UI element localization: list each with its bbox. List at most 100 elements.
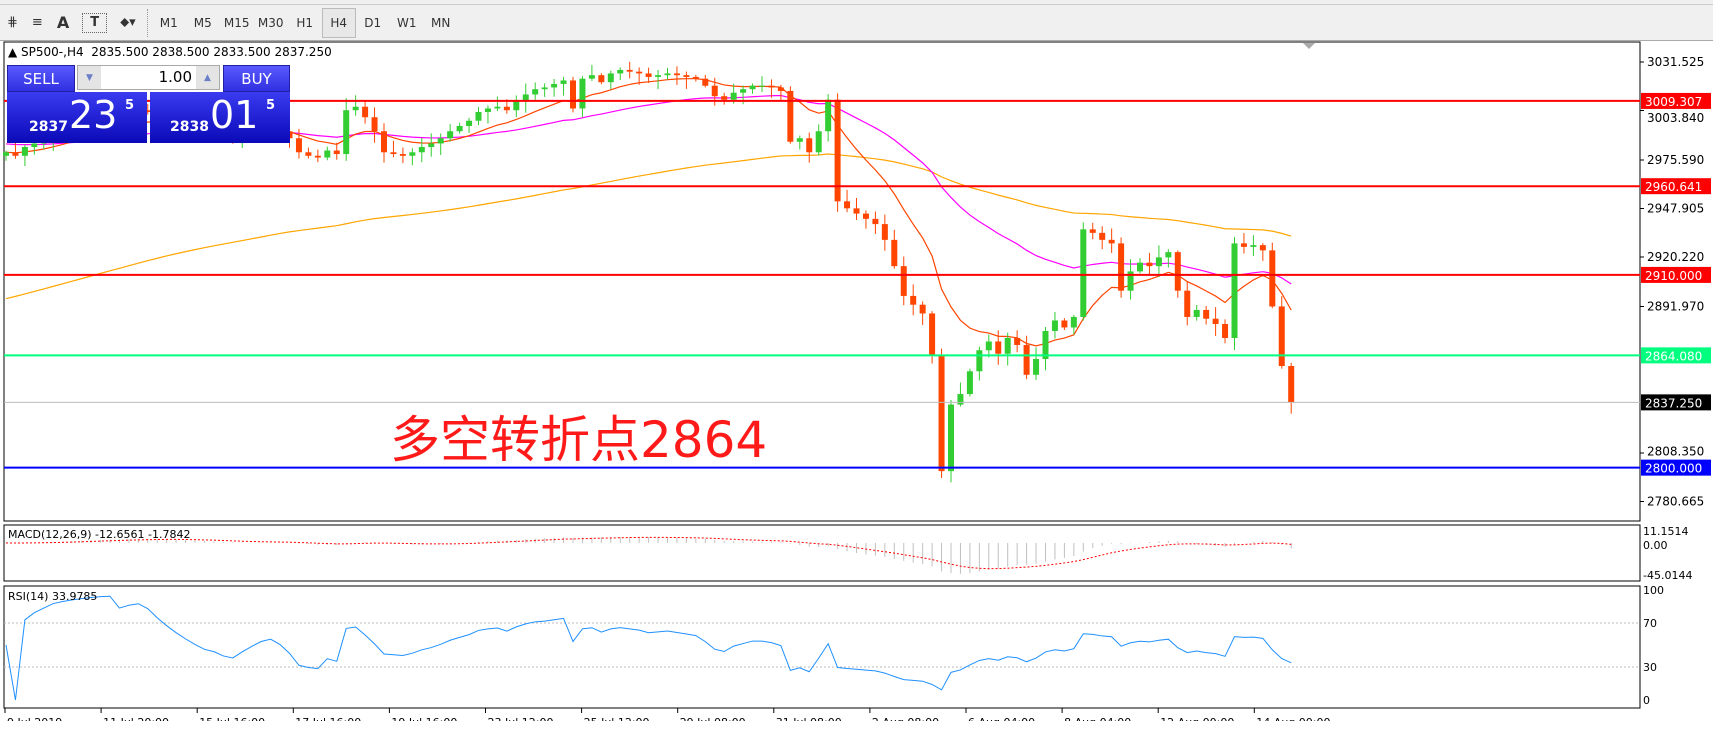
price-chart[interactable]: 3031.525 3003.840 2975.590 2947.905 2920.220… [3,41,1713,721]
candle [532,82,539,100]
candle-body [418,147,425,153]
candle-body [541,87,548,90]
volume-input[interactable]: 1.00 [158,68,192,86]
candle [598,73,605,85]
candle-body [598,75,605,83]
level-price-badge [1641,266,1711,283]
candle [995,330,1002,365]
candle-body [532,89,539,95]
candle-body [948,404,954,472]
candle-body [938,355,945,472]
chart-annotation[interactable]: 多空转折点2864 [390,411,768,469]
level-price-label: 2960.641 [1645,180,1702,194]
candle-body [929,313,936,356]
rsi-tick-label: 70 [1643,617,1657,630]
candle [1080,222,1087,321]
level-price-label: 2910.000 [1645,269,1702,283]
candle [437,133,444,156]
elliott-wave-tool-icon[interactable]: ⋕ [7,15,18,30]
candle-body [324,150,331,158]
candle-body [381,131,387,153]
candle-body [683,75,690,77]
candle-body [475,111,482,121]
candle [957,382,964,407]
candle-body [466,120,473,126]
price-tick-label: 2920.220 [1647,250,1704,264]
candle-body [910,295,917,305]
candle [1184,281,1191,326]
candle [1193,304,1200,321]
candle-body [1061,320,1068,328]
candle-body [862,213,869,219]
timeframe-m15[interactable]: M15 [223,15,250,30]
candle [588,64,595,81]
candle-body [1023,344,1030,375]
candle-body [1089,229,1096,233]
candle [948,400,954,483]
candle-body [872,218,879,225]
timeframe-h4[interactable]: H4 [321,7,356,38]
candle [314,149,321,163]
date-tick-label: 25 Jul 12:00 [584,716,650,721]
timeframe-m1[interactable]: M1 [159,15,178,30]
candle [891,229,898,269]
candle [447,124,454,142]
timeframe-m30[interactable]: M30 [257,15,284,30]
candle [12,140,19,159]
date-tick-label: 14 Aug 00:00 [1256,716,1330,721]
timeframe-d1[interactable]: D1 [364,15,382,30]
buy-price-fraction: 5 [266,98,276,113]
candle [324,146,331,161]
candle [551,78,558,97]
text-label-tool-icon[interactable]: T [82,12,108,33]
sell-button[interactable]: SELL [7,65,75,92]
timeframe-h1[interactable]: H1 [296,15,314,30]
candle-body [777,87,784,91]
candle-body [371,117,378,132]
candle [1278,296,1285,369]
candle [305,147,312,159]
candle-body [617,69,624,74]
candle-body [31,143,38,148]
candle-body [673,73,680,76]
one-click-trading-panel: SELL ▼ 1.00 ▲ BUY 2837 23 5 2838 01 5 [7,65,290,143]
timeframe-buttons: M1 M5 M15 M30 H1 H4 D1 W1 MN [152,7,458,38]
candle [862,210,869,229]
level-price-badge [1641,92,1711,109]
candle [1070,314,1077,335]
rsi-pane-frame [3,585,1641,709]
level-price-badge [1641,178,1711,195]
candle [645,67,652,83]
candle [1288,362,1295,414]
text-tool-icon[interactable]: A [56,13,70,32]
candle-body [3,152,9,156]
candle [381,123,387,163]
collapse-triangle-icon[interactable]: ▲ [8,45,22,59]
arrows-tool-icon[interactable]: ⬥▾ [120,15,136,30]
volume-stepper[interactable]: ▼ 1.00 ▲ [77,65,220,90]
buy-button[interactable]: BUY [223,65,290,92]
date-tick-label: 8 Aug 04:00 [1064,716,1131,721]
timeframe-w1[interactable]: W1 [396,15,417,30]
candle-body [995,341,1002,354]
volume-decrease-icon[interactable]: ▼ [78,66,101,89]
candle [409,148,416,166]
ma-slow-line [5,153,1292,300]
sell-price-box[interactable]: 2837 23 5 [7,92,147,143]
buy-price-box[interactable]: 2838 01 5 [150,92,290,143]
timeframe-m5[interactable]: M5 [193,15,212,30]
candle [1222,319,1229,344]
volume-increase-icon[interactable]: ▲ [196,66,219,89]
rsi-label: RSI(14) 33.9785 [8,590,97,603]
candle-body [796,138,803,142]
candle-body [881,224,888,240]
candle [1014,330,1021,353]
price-tick-label: 2975.590 [1647,153,1704,167]
fibonacci-tool-icon[interactable]: ≡ [31,15,43,30]
candle [352,95,359,116]
timeframe-mn[interactable]: MN [431,15,451,30]
candle [796,135,803,150]
candle [428,133,435,157]
candle [1108,228,1115,253]
candle-body [1174,252,1181,291]
